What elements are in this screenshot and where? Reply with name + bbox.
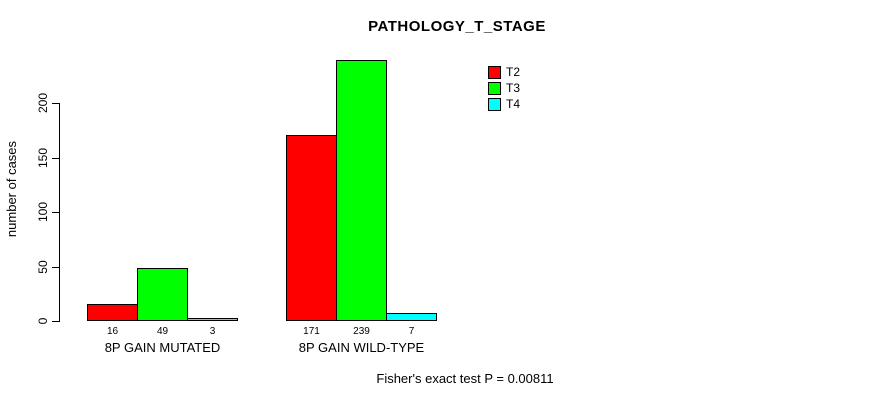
chart-title: PATHOLOGY_T_STAGE — [368, 18, 546, 35]
y-axis-tick-label: 150 — [36, 147, 50, 169]
category-label: 8P GAIN MUTATED — [104, 340, 221, 355]
bar-value-label: 3 — [209, 326, 216, 337]
bar-value-label: 239 — [353, 326, 370, 337]
y-axis-tick — [52, 212, 59, 213]
y-axis-tick — [52, 321, 59, 322]
legend-item-t4: T4 — [488, 96, 520, 112]
y-axis-tick-label: 100 — [36, 201, 50, 223]
bar-t4-1 — [187, 318, 238, 321]
y-axis-tick — [52, 158, 59, 159]
bar-value-label: 16 — [106, 326, 119, 337]
y-axis-tick-label: 0 — [36, 317, 50, 325]
legend-item-t2: T2 — [488, 64, 520, 80]
legend-item-t3: T3 — [488, 80, 520, 96]
annotation-text: Fisher's exact test P = 0.00811 — [376, 371, 554, 386]
y-axis-line — [59, 103, 60, 322]
y-axis-tick-label: 200 — [36, 92, 50, 114]
legend-swatch-t4 — [488, 97, 501, 111]
bar-t3-1 — [137, 268, 188, 321]
legend-swatch-t3 — [488, 81, 501, 95]
bar-t2-2 — [286, 135, 337, 321]
legend-label: T2 — [506, 65, 521, 79]
bar-value-label: 171 — [303, 326, 320, 337]
legend-label: T4 — [506, 97, 521, 111]
bar-t3-2 — [336, 60, 387, 321]
bar-value-label: 7 — [408, 326, 415, 337]
legend: T2 T3 T4 — [488, 64, 520, 112]
bar-value-label: 49 — [156, 326, 169, 337]
y-axis-tick — [52, 267, 59, 268]
legend-swatch-t2 — [488, 65, 501, 79]
y-axis-tick-label: 50 — [36, 260, 50, 274]
bar-t4-2 — [386, 313, 437, 321]
category-label: 8P GAIN WILD-TYPE — [298, 340, 425, 355]
y-axis-tick — [52, 103, 59, 104]
bar-t2-1 — [87, 304, 138, 321]
legend-label: T3 — [506, 81, 521, 95]
